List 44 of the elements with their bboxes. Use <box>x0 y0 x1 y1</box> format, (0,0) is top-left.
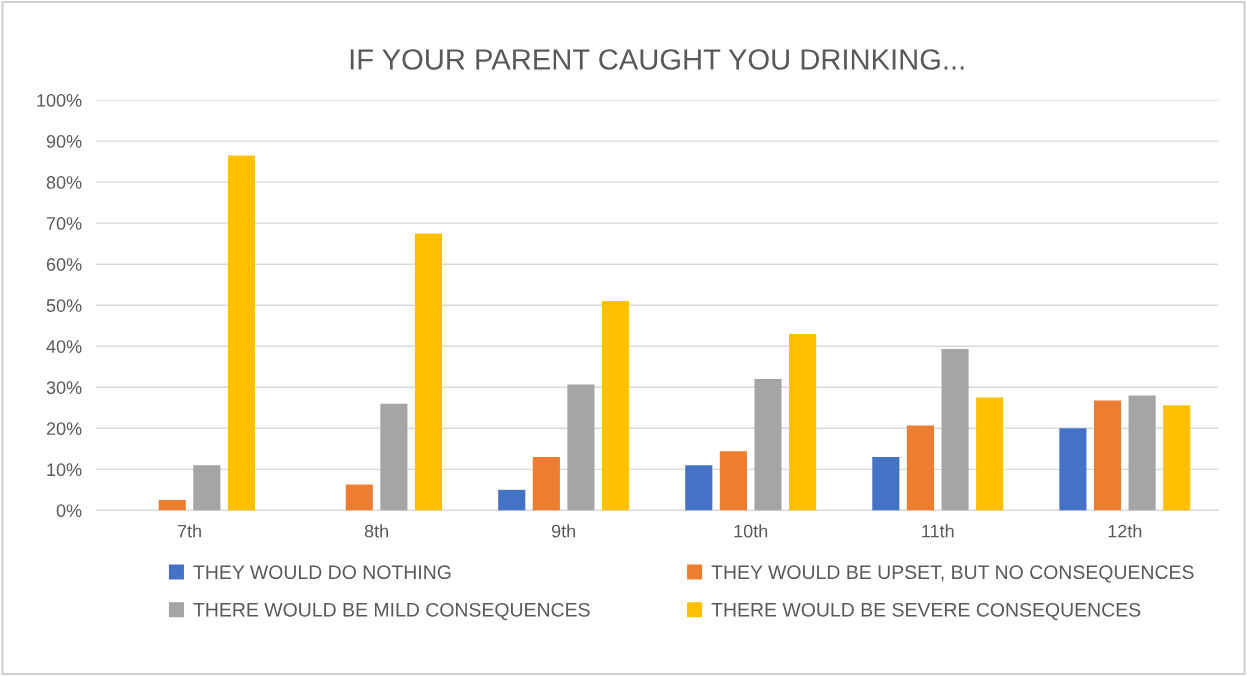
bar <box>532 457 560 511</box>
y-tick-label: 100% <box>37 93 82 107</box>
y-tick-label: 50% <box>46 299 82 312</box>
legend-label: THERE WOULD BE MILD CONSEQUENCES <box>193 602 590 621</box>
y-tick-label: 40% <box>46 340 82 353</box>
bar <box>567 384 595 511</box>
y-tick-label: 60% <box>46 258 82 271</box>
bar <box>941 349 969 511</box>
x-tick-label: 8th <box>364 524 388 538</box>
bar <box>414 233 443 511</box>
bar <box>345 484 373 511</box>
legend-label: THEY WOULD BE UPSET, BUT NO CONSEQUENCES <box>711 565 1194 583</box>
chart-title: IF YOUR PARENT CAUGHT YOU DRINKING... <box>350 49 964 70</box>
bar <box>227 155 256 511</box>
y-tick-label: 90% <box>46 135 82 148</box>
legend-label: THERE WOULD BE SEVERE CONSEQUENCES <box>711 602 1141 621</box>
bar <box>1059 428 1087 511</box>
x-tick-label: 7th <box>177 524 201 538</box>
bar <box>976 397 1004 511</box>
y-tick-label: 30% <box>46 381 82 394</box>
x-tick-label: 10th <box>734 524 768 538</box>
x-tick-label: 9th <box>551 524 576 538</box>
bar <box>789 333 817 511</box>
x-tick-label: 11th <box>922 524 954 538</box>
legend-label: THEY WOULD DO NOTHING <box>193 565 451 580</box>
y-tick-label: 80% <box>46 176 82 189</box>
bar <box>685 465 713 511</box>
y-tick-label: 20% <box>46 422 82 436</box>
y-tick-label: 70% <box>46 217 82 230</box>
bar <box>719 451 747 511</box>
x-tick-label: 12th <box>1108 524 1142 538</box>
bar <box>601 301 630 511</box>
bar <box>1163 405 1191 511</box>
bar <box>906 425 934 511</box>
bar <box>1128 395 1156 511</box>
bar <box>872 457 900 511</box>
bar <box>1093 400 1122 511</box>
bar <box>380 403 408 511</box>
y-tick-label: 10% <box>47 463 82 477</box>
y-tick-label: 0% <box>56 504 82 518</box>
bar <box>158 500 186 511</box>
bar <box>498 489 526 511</box>
bar <box>754 379 782 511</box>
bar <box>193 465 221 511</box>
